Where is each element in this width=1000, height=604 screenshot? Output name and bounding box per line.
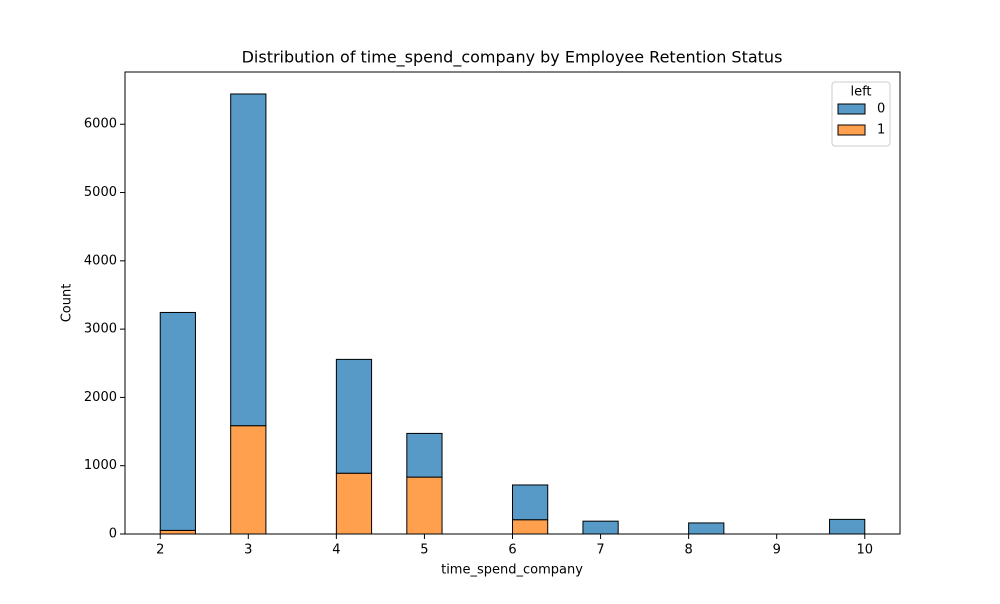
legend-swatch bbox=[837, 103, 866, 115]
bar bbox=[512, 519, 549, 535]
x-tick-label: 4 bbox=[332, 543, 340, 558]
x-tick-label: 9 bbox=[773, 543, 781, 558]
x-tick-label: 8 bbox=[684, 543, 692, 558]
bar bbox=[335, 358, 373, 474]
bar bbox=[829, 518, 866, 535]
bar bbox=[406, 432, 443, 478]
x-axis-label: time_spend_company bbox=[441, 563, 583, 578]
chart-title: Distribution of time_spend_company by Em… bbox=[242, 48, 783, 68]
x-tick-label: 3 bbox=[244, 543, 252, 558]
legend-swatch bbox=[837, 124, 866, 136]
y-tick-label: 3000 bbox=[84, 322, 117, 337]
y-tick-label: 1000 bbox=[84, 458, 117, 473]
bar bbox=[159, 311, 196, 531]
x-tick-label: 5 bbox=[420, 543, 428, 558]
y-tick-label: 6000 bbox=[84, 117, 117, 132]
y-axis-label: Count bbox=[60, 284, 75, 323]
bar bbox=[406, 476, 443, 535]
y-tick-label: 4000 bbox=[84, 253, 117, 268]
x-tick-label: 7 bbox=[596, 543, 604, 558]
legend-label: 1 bbox=[877, 123, 885, 138]
legend-title: left bbox=[850, 85, 871, 100]
bar bbox=[582, 520, 619, 535]
bar bbox=[230, 93, 267, 427]
bar bbox=[512, 484, 549, 521]
bar bbox=[230, 425, 267, 535]
bar bbox=[335, 472, 373, 535]
x-tick-label: 10 bbox=[856, 543, 873, 558]
y-tick-label: 5000 bbox=[84, 185, 117, 200]
x-tick-label: 6 bbox=[508, 543, 516, 558]
bar bbox=[688, 522, 725, 535]
y-tick-label: 0 bbox=[109, 527, 117, 542]
bar bbox=[159, 529, 196, 535]
legend-label: 0 bbox=[877, 102, 885, 117]
y-tick-label: 2000 bbox=[84, 390, 117, 405]
x-tick-label: 2 bbox=[156, 543, 164, 558]
